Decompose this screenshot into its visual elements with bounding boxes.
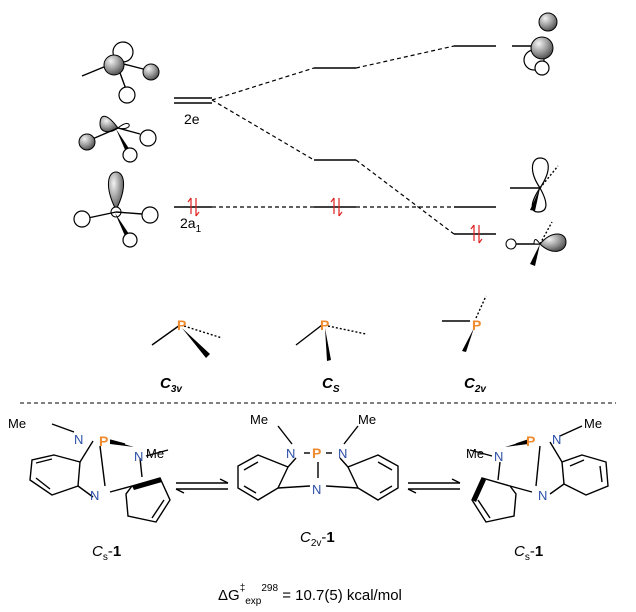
orbital-a1 (73, 171, 159, 248)
correlation-line (355, 45, 455, 69)
electron-arrows-cs (330, 197, 343, 217)
geometry-cs: P CS (295, 317, 367, 395)
atom-n: N (74, 432, 83, 447)
atom-p: P (177, 317, 186, 333)
electron-arrows-c2v (470, 224, 483, 244)
atom-p: P (526, 433, 535, 449)
equilibrium-arrow-left (175, 478, 229, 494)
orbital-e-2 (78, 115, 157, 163)
structure-c2v-1: Me N P N Me N C2v-1 (237, 412, 399, 549)
methyl-label: Me (466, 446, 484, 461)
atom-p: P (312, 445, 321, 461)
methyl-label: Me (250, 412, 268, 427)
compound-label: Cs-1 (514, 543, 543, 563)
compound-label: C2v-1 (300, 529, 335, 549)
geometry-label-c3v: C3v (160, 375, 183, 395)
structure-cs-1-right: Me N P N Me N Cs-1 (466, 416, 609, 563)
geometry-c2v: P C2v (442, 295, 487, 395)
methyl-label: Me (584, 416, 602, 431)
atom-p: P (320, 317, 329, 333)
methyl-label: Me (8, 416, 26, 431)
energy-barrier: ΔG‡exp298 = 10.7(5) kcal/mol (218, 583, 402, 607)
atom-p: P (472, 317, 481, 333)
orbital-e-1 (81, 41, 160, 104)
electron-arrows-c3v (187, 197, 200, 217)
equilibrium-arrow-right (407, 478, 461, 494)
atom-n: N (338, 446, 347, 461)
compound-label: Cs-1 (92, 543, 121, 563)
orbital-c2v-bottom (505, 221, 567, 266)
atom-n: N (552, 432, 561, 447)
orbital-c2v-top (512, 12, 558, 76)
methyl-label: Me (146, 446, 164, 461)
label-2e: 2e (184, 111, 200, 127)
atom-n: N (134, 449, 143, 464)
atom-n: N (494, 449, 503, 464)
atom-n: N (312, 482, 321, 497)
methyl-label: Me (358, 412, 376, 427)
structure-cs-1-left: Me N P N Me N Cs-1 (8, 416, 171, 563)
geometry-label-c2v: C2v (464, 375, 487, 395)
atom-n: N (90, 488, 99, 503)
correlation-line (211, 99, 315, 161)
geometry-c3v: P C3v (151, 317, 223, 395)
atom-p: P (99, 433, 108, 449)
electron-pairs (187, 197, 483, 244)
atom-n: N (538, 488, 547, 503)
atom-n: N (286, 446, 295, 461)
geometry-label-cs: CS (322, 375, 340, 395)
orbital-c2v-mid (510, 157, 559, 213)
correlation-line (355, 159, 455, 235)
label-2a1: 2a1 (180, 215, 202, 235)
correlation-line (211, 67, 315, 101)
energy-levels: 2e 2a1 (174, 45, 496, 235)
